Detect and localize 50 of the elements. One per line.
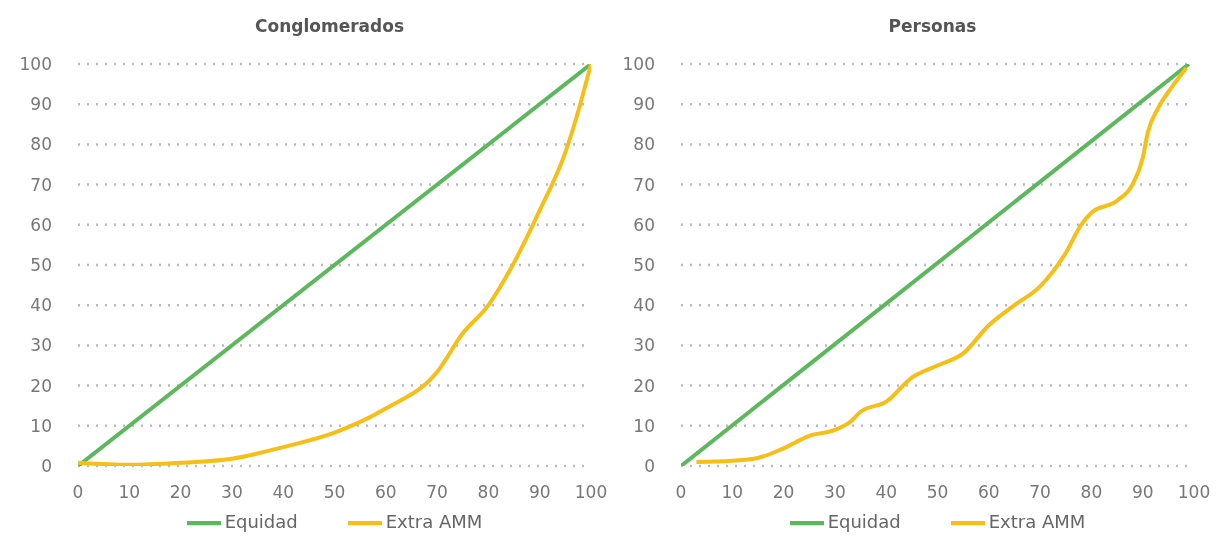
- y-tick-label: 20: [30, 375, 52, 396]
- y-tick-label: 100: [19, 54, 52, 75]
- x-tick-label: 60: [977, 482, 1000, 503]
- x-tick-label: 30: [221, 482, 243, 503]
- y-tick-label: 40: [30, 295, 52, 316]
- y-tick-label: 60: [633, 214, 655, 235]
- x-tick-label: 10: [721, 482, 744, 503]
- x-tick-label: 40: [272, 482, 295, 503]
- y-tick-label: 90: [633, 94, 655, 115]
- y-tick-label: 70: [30, 174, 52, 195]
- y-tick-label: 100: [622, 54, 655, 75]
- y-tick-label: 50: [30, 255, 52, 276]
- x-tick-label: 90: [528, 482, 551, 503]
- y-tick-label: 20: [633, 375, 655, 396]
- x-tick-label: 90: [1131, 482, 1154, 503]
- y-tick-label: 0: [644, 456, 655, 477]
- chart-title: Conglomerados: [254, 15, 405, 38]
- y-tick-label: 80: [30, 134, 52, 155]
- legend-label: Extra AMM: [385, 511, 483, 532]
- x-tick-label: 10: [118, 482, 141, 503]
- y-tick-label: 0: [41, 456, 52, 477]
- x-tick-label: 100: [574, 482, 608, 503]
- chart-title: Personas: [887, 15, 978, 38]
- x-tick-label: 70: [1029, 482, 1051, 503]
- y-tick-label: 30: [30, 335, 52, 356]
- legend-label: Equidad: [827, 511, 901, 532]
- x-tick-label: 40: [875, 482, 898, 503]
- x-tick-label: 80: [477, 482, 500, 503]
- y-tick-label: 70: [633, 174, 655, 195]
- y-tick-label: 50: [633, 255, 655, 276]
- x-tick-label: 50: [926, 482, 949, 503]
- legend-label: Extra AMM: [988, 511, 1086, 532]
- x-tick-label: 30: [824, 482, 846, 503]
- legend-label: Equidad: [224, 511, 298, 532]
- y-tick-label: 30: [633, 335, 655, 356]
- x-tick-label: 70: [426, 482, 448, 503]
- x-tick-label: 20: [772, 482, 795, 503]
- x-tick-label: 0: [675, 482, 687, 503]
- y-tick-label: 60: [30, 214, 52, 235]
- y-tick-label: 40: [633, 295, 655, 316]
- x-tick-label: 100: [1177, 482, 1211, 503]
- y-tick-label: 10: [633, 415, 655, 436]
- y-tick-label: 80: [633, 134, 655, 155]
- y-tick-label: 10: [30, 415, 52, 436]
- x-tick-label: 20: [169, 482, 192, 503]
- x-tick-label: 50: [323, 482, 346, 503]
- x-tick-label: 80: [1080, 482, 1103, 503]
- x-tick-label: 0: [72, 482, 84, 503]
- x-tick-label: 60: [374, 482, 397, 503]
- y-tick-label: 90: [30, 94, 52, 115]
